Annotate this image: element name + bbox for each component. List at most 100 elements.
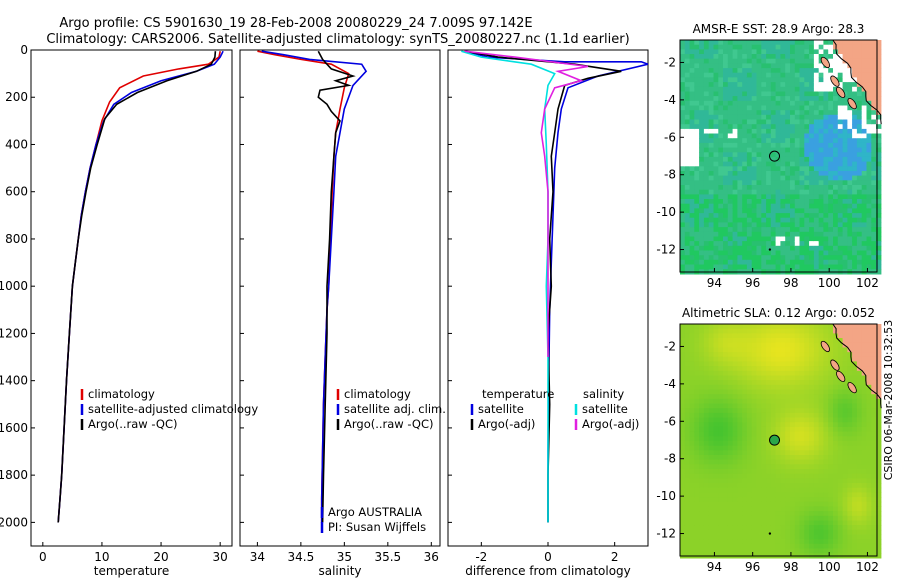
map-cell <box>847 469 853 475</box>
map-cell <box>828 515 834 522</box>
map-cell <box>828 40 834 46</box>
map-cell <box>818 180 825 186</box>
map-cell <box>766 525 772 531</box>
map-cell <box>699 63 705 69</box>
map-cell <box>866 119 872 125</box>
map-cell <box>751 356 758 362</box>
map-cell <box>785 231 791 238</box>
map-cell <box>813 450 820 456</box>
map-cell <box>876 539 882 545</box>
map-cell <box>828 133 834 139</box>
map-cell <box>727 324 734 330</box>
map-cell <box>818 236 825 242</box>
map-cell <box>861 63 868 69</box>
map-cell <box>713 250 719 256</box>
map-cell <box>727 408 734 414</box>
map-cell <box>684 370 691 377</box>
map-cell <box>780 394 786 400</box>
map-cell <box>790 543 796 550</box>
map-cell <box>718 49 724 55</box>
map-cell <box>876 105 882 111</box>
map-cell <box>761 91 767 97</box>
map-cell <box>713 501 719 507</box>
map-cell <box>766 506 772 512</box>
map-cell <box>799 152 805 158</box>
map-cell <box>837 110 844 116</box>
map-cell <box>699 77 705 83</box>
map-cell <box>852 534 858 540</box>
map-cell <box>866 408 872 414</box>
map-cell <box>694 356 700 362</box>
map-cell <box>737 361 743 367</box>
map-cell <box>847 412 853 419</box>
map-cell <box>794 199 801 205</box>
map-cell <box>761 366 767 372</box>
map-cell <box>847 464 853 470</box>
map-cell <box>737 492 743 498</box>
map-cell <box>847 515 853 522</box>
map-cell <box>871 394 877 400</box>
map-cell <box>813 389 820 395</box>
map-cell <box>852 370 858 377</box>
map-cell <box>842 199 848 205</box>
map-cell <box>837 63 844 69</box>
map-cell <box>727 338 734 344</box>
map-cell <box>737 194 743 200</box>
map-cell <box>689 114 695 121</box>
map-cell <box>809 417 815 423</box>
map-cell <box>708 511 715 517</box>
map-cell <box>785 403 791 409</box>
map-y-tick-label: -10 <box>656 489 676 503</box>
map-cell <box>727 422 734 428</box>
map-cell <box>737 133 743 139</box>
map-cell <box>699 548 705 554</box>
map-cell <box>727 91 734 97</box>
map-cell <box>684 147 691 153</box>
map-cell <box>852 464 858 470</box>
map-cell <box>794 398 801 405</box>
map-cell <box>761 445 767 451</box>
map-cell <box>828 492 834 498</box>
map-cell <box>746 548 753 554</box>
map-cell <box>708 217 715 223</box>
map-cell <box>746 515 753 522</box>
map-cell <box>871 77 877 83</box>
map-cell <box>852 328 858 334</box>
map-cell <box>684 403 691 409</box>
map-cell <box>680 417 686 423</box>
map-cell <box>809 436 815 442</box>
map-cell <box>713 478 719 484</box>
map-cell <box>732 171 738 177</box>
map-cell <box>694 417 700 423</box>
map-cell <box>871 455 877 461</box>
map-cell <box>689 459 695 465</box>
map-cell <box>809 515 815 522</box>
map-cell <box>718 548 724 554</box>
map-cell <box>770 398 777 405</box>
map-cell <box>794 422 801 428</box>
map-cell <box>837 250 844 256</box>
map-cell <box>837 222 844 228</box>
map-cell <box>775 213 781 219</box>
map-cell <box>770 431 777 437</box>
map-cell <box>742 124 748 130</box>
map-cell <box>737 338 743 344</box>
map-cell <box>718 534 724 540</box>
map-cell <box>708 189 715 195</box>
map-cell <box>699 58 705 64</box>
map-cell <box>751 525 758 531</box>
map-cell <box>823 445 829 451</box>
map-cell <box>861 114 868 121</box>
map-cell <box>775 147 781 153</box>
map-cell <box>780 534 786 540</box>
map-cell <box>856 356 863 362</box>
map-cell <box>790 152 796 158</box>
map-cell <box>833 156 839 163</box>
map-cell <box>694 203 700 209</box>
map-cell <box>799 58 805 64</box>
map-cell <box>871 138 877 144</box>
map-cell <box>828 478 834 484</box>
map-cell <box>680 199 686 205</box>
map-cell <box>694 44 700 50</box>
map-cell <box>680 515 686 522</box>
